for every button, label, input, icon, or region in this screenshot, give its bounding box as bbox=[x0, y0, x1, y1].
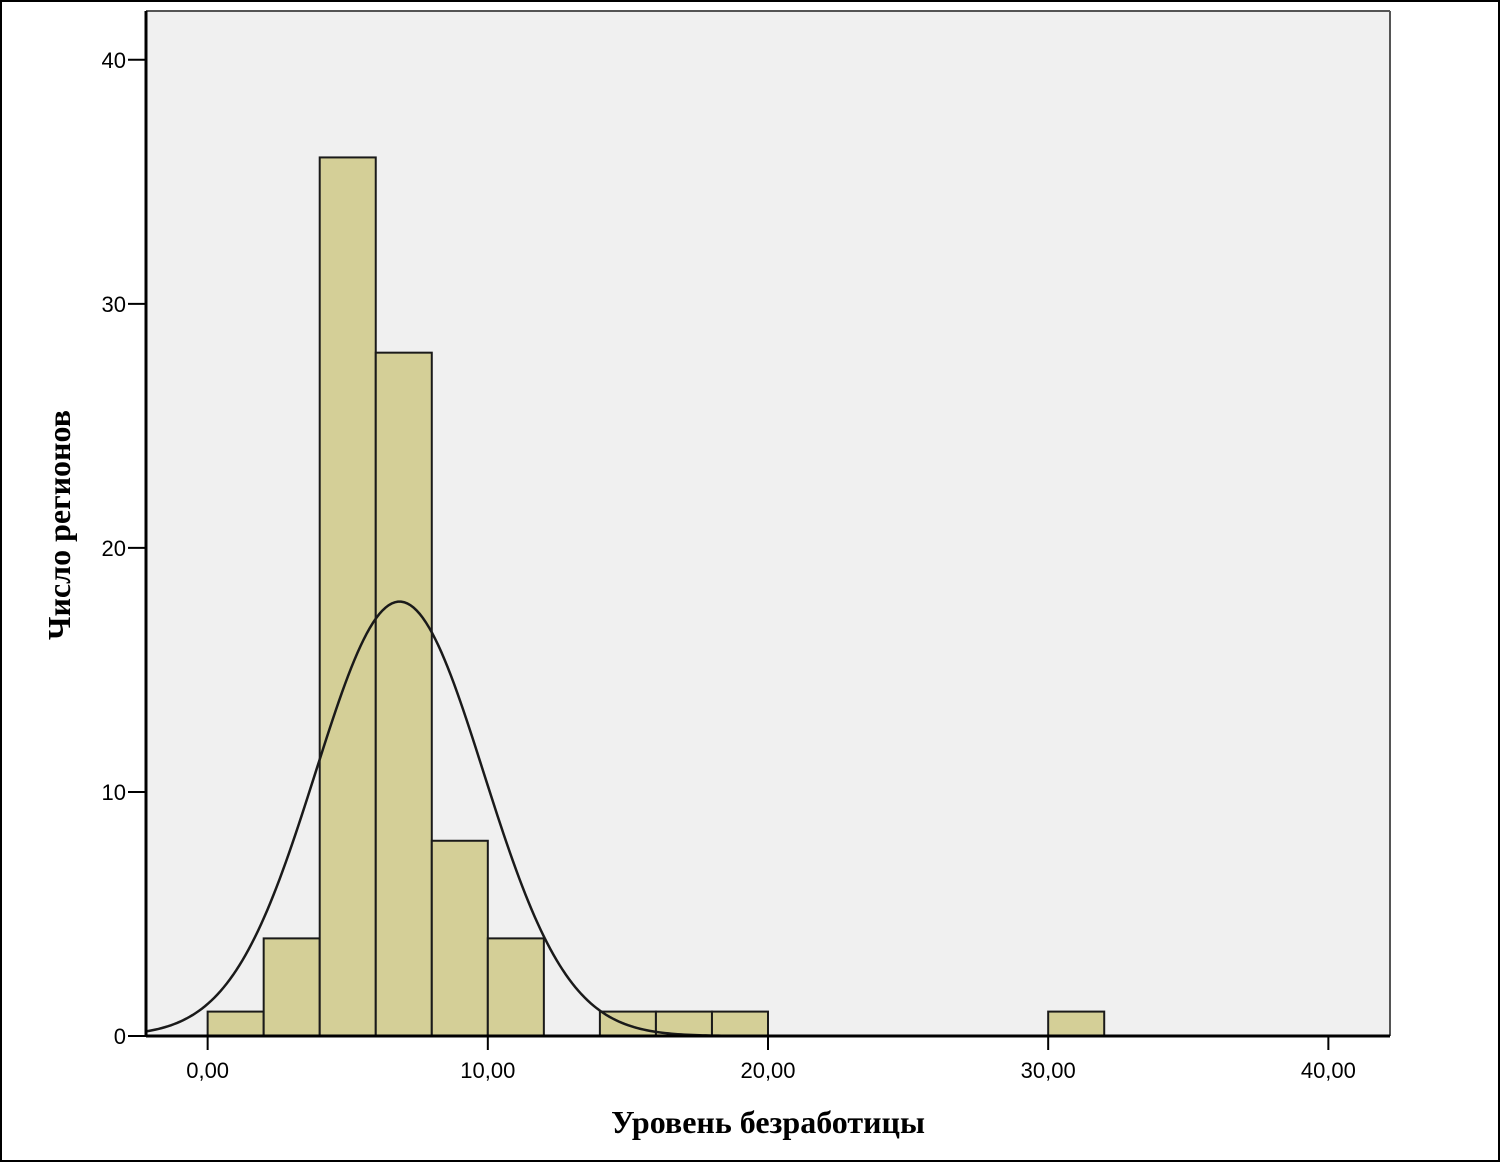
bars-layer bbox=[206, 156, 1106, 1038]
axes-layer bbox=[144, 10, 1391, 1038]
histogram-bar-0 bbox=[206, 1010, 265, 1037]
histogram-bar-2 bbox=[318, 156, 377, 1037]
y-tick-label: 10 bbox=[102, 780, 126, 805]
y-tick-label: 0 bbox=[114, 1024, 126, 1049]
histogram-bar-9 bbox=[1047, 1010, 1106, 1037]
ticks-layer: 0 10 20 30 40 0,00 10,00 20,00 30,00 40,00 bbox=[102, 48, 1356, 1083]
x-tick-label: 0,00 bbox=[186, 1058, 229, 1083]
y-axis-title: Число регионов bbox=[41, 410, 77, 640]
histogram-bar-3 bbox=[374, 351, 433, 1037]
x-axis-title: Уровень безработицы bbox=[611, 1104, 925, 1140]
histogram-bar-4 bbox=[430, 839, 489, 1037]
x-tick-label: 20,00 bbox=[740, 1058, 795, 1083]
y-tick-label: 40 bbox=[102, 48, 126, 73]
histogram-bar-5 bbox=[486, 937, 545, 1038]
y-tick-label: 30 bbox=[102, 292, 126, 317]
x-tick-label: 30,00 bbox=[1021, 1058, 1076, 1083]
x-tick-label: 40,00 bbox=[1301, 1058, 1356, 1083]
histogram-bar-8 bbox=[710, 1010, 770, 1037]
histogram-bar-1 bbox=[262, 937, 321, 1038]
y-tick-label: 20 bbox=[102, 536, 126, 561]
x-tick-label: 10,00 bbox=[460, 1058, 515, 1083]
